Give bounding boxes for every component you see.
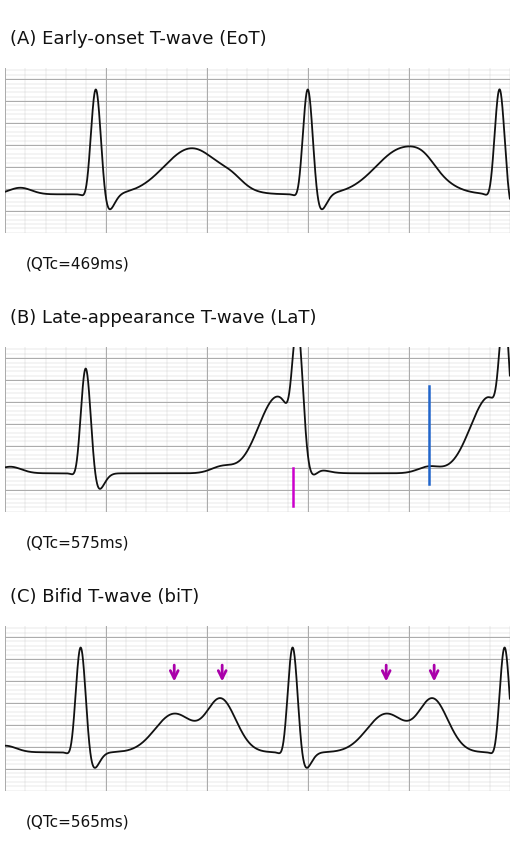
Text: (B) Late-appearance T-wave (LaT): (B) Late-appearance T-wave (LaT) (10, 309, 317, 327)
Text: (C) Bifid T-wave (biT): (C) Bifid T-wave (biT) (10, 587, 199, 605)
Text: (QTc=565ms): (QTc=565ms) (25, 814, 129, 828)
Text: (A) Early-onset T-wave (EoT): (A) Early-onset T-wave (EoT) (10, 30, 267, 48)
Text: (QTc=469ms): (QTc=469ms) (25, 256, 129, 271)
Text: (QTc=575ms): (QTc=575ms) (25, 535, 129, 550)
